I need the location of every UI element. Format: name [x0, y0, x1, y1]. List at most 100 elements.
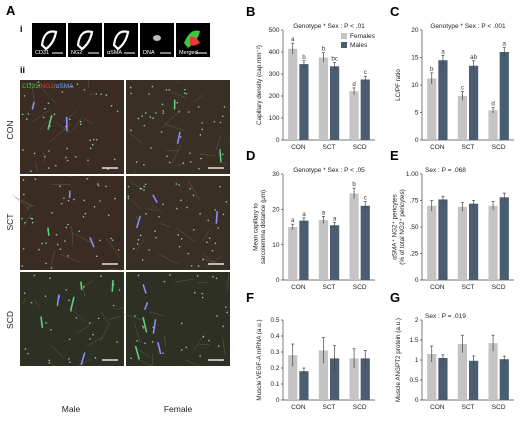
x-tick-label: SCD [492, 404, 506, 411]
bar-con-females [427, 205, 437, 280]
bar-con-males [299, 64, 309, 140]
significance-letter: a [503, 41, 507, 48]
bar-con-males [299, 220, 309, 280]
y-tick-label: 0 [276, 277, 280, 284]
y-tick-label: 1.00 [406, 171, 419, 178]
panel-label-A: A [6, 3, 16, 18]
x-tick-label: SCT [323, 284, 336, 291]
chart-F: F 0 0.1 0.2 0.3 0.4 0.5 Muscle VEGF-A mRNA (a.u… [246, 290, 375, 411]
y-tick-label: 30 [272, 171, 280, 178]
chart-C: C 0 5 10 15 20 LC/PF ratio Genotype * Sex : P <… [390, 4, 514, 151]
bar-sct-females [457, 206, 467, 280]
y-tick-label: 1 [415, 357, 419, 364]
chart-title: Genotype * Sex : P < .01 [293, 23, 365, 30]
chart-title: Sex : P = .019 [425, 313, 466, 320]
chart-title: Genotype * Sex : P < .001 [430, 23, 506, 30]
legend-label-females: Females [350, 33, 376, 40]
bar-scd-females [349, 91, 359, 140]
y-tick-label: 0 [415, 137, 419, 144]
chart-B: B 0 100 200 300 400 500 Capillary density (cap.… [246, 4, 376, 151]
bar-scd-males [499, 52, 509, 140]
significance-letter: b [352, 181, 356, 188]
y-tick-label: 200 [269, 93, 280, 100]
y-tick-label: 0 [276, 397, 280, 404]
x-tick-label: SCT [462, 144, 475, 151]
micrograph-sct-female [126, 176, 230, 270]
y-tick-label: 0.2 [270, 365, 279, 372]
bar-sct-females [457, 96, 467, 140]
significance-letter: c [364, 69, 367, 76]
panel-label-B: B [246, 4, 255, 19]
y-tick-label: 10 [272, 242, 280, 249]
y-tick-label: 0.1 [270, 381, 279, 388]
significance-letter: a [333, 215, 337, 222]
y-tick-label: .25 [409, 251, 418, 258]
bar-scd-females [488, 110, 498, 140]
micrograph-scd-male [20, 272, 125, 367]
y-tick-label: 400 [269, 49, 280, 56]
y-tick-label: 1.5 [409, 337, 418, 344]
bar-con-females [288, 227, 298, 280]
row-label-scd: SCD [5, 311, 15, 329]
stain-legend-cd31: CD31 [22, 83, 39, 90]
bar-con-males [299, 371, 309, 400]
y-tick-label: 20 [272, 207, 280, 214]
micrograph-grid [12, 79, 231, 367]
y-tick-label: 300 [269, 71, 280, 78]
y-tick-label: 2 [415, 317, 419, 324]
thumbnail-label: αSMA [107, 50, 122, 56]
bar-sct-females [318, 219, 328, 280]
y-tick-label: 20 [411, 27, 419, 34]
thumbnail-0: CD31 [32, 23, 66, 57]
row-label-sct: SCT [5, 214, 15, 231]
x-tick-label: CON [430, 144, 445, 151]
significance-letter: b [322, 46, 326, 53]
thumbnail-4: Merged [176, 23, 210, 57]
y-axis-label: Muscle ANGPT2 protein (a.u.) [395, 318, 402, 402]
significance-letter: a [291, 217, 295, 224]
bar-sct-females [457, 344, 467, 400]
chart-title: Sex : P = .068 [425, 167, 466, 174]
y-axis-label: Mean capillary tosarcolemma distance (μm… [253, 190, 268, 264]
y-tick-label: 100 [269, 115, 280, 122]
thumbnail-label: NG2 [71, 50, 82, 56]
x-tick-label: CON [291, 404, 306, 411]
legend-swatch-males [341, 42, 347, 48]
x-tick-label: SCD [353, 404, 367, 411]
panel-label-E: E [390, 148, 399, 163]
stain-legend: CD31/NG2/αSMA [22, 83, 74, 90]
y-tick-label: .75 [409, 198, 418, 205]
bar-sct-males [469, 360, 479, 400]
y-tick-label: 0.5 [270, 317, 279, 324]
x-tick-label: SCT [462, 404, 475, 411]
panel-label-i: i [20, 24, 23, 34]
bar-con-females [288, 48, 298, 141]
significance-letter: a [302, 211, 306, 218]
y-axis-label: Muscle VEGF-A mRNA (a.u.) [256, 319, 263, 400]
stain-legend-asma: αSMA [56, 83, 75, 90]
y-tick-label: 15 [411, 55, 419, 62]
chart-G: G 0 0.5 1 1.5 2 Muscle ANGPT2 protein (a.u.) Se… [390, 290, 514, 411]
chart-D: D 0 10 20 30 Mean capillary tosarcolemma dist… [246, 148, 375, 291]
x-tick-label: CON [291, 144, 306, 151]
bar-con-females [288, 355, 298, 400]
thumbnail-label: CD31 [35, 50, 49, 56]
bar-scd-males [360, 205, 370, 280]
y-axis-label: Capillary density (cap.mm⁻²) [256, 45, 263, 125]
significance-letter: ab [470, 54, 477, 61]
x-tick-label: SCT [462, 284, 475, 291]
bar-con-males [438, 199, 448, 280]
y-axis-label: αSMA⁺ NG2⁺ pericytes(% of total NG2⁺ per… [392, 189, 407, 264]
significance-letter: a [291, 36, 295, 43]
bar-con-females [427, 78, 437, 140]
bar-scd-females [488, 205, 498, 280]
y-tick-label: 0.4 [270, 333, 279, 340]
bar-scd-females [349, 358, 359, 400]
panel-label-C: C [390, 4, 400, 19]
x-tick-label: SCD [492, 284, 506, 291]
thumbnail-2: αSMA [104, 23, 138, 57]
panel-label-D: D [246, 148, 255, 163]
bar-sct-males [330, 225, 340, 280]
y-tick-label: 0 [415, 397, 419, 404]
